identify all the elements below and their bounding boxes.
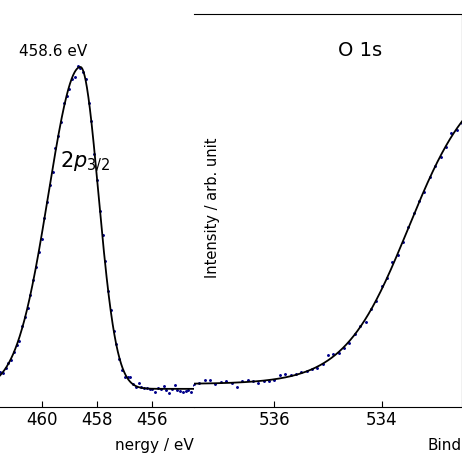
Text: nergy / eV: nergy / eV [116, 438, 194, 453]
Text: 458.6 eV: 458.6 eV [19, 44, 88, 59]
Text: O 1s: O 1s [338, 42, 382, 61]
Text: Intensity / arb. unit: Intensity / arb. unit [205, 138, 220, 278]
Text: Bind: Bind [428, 438, 462, 453]
Text: $2p_{3/2}$: $2p_{3/2}$ [60, 150, 109, 174]
